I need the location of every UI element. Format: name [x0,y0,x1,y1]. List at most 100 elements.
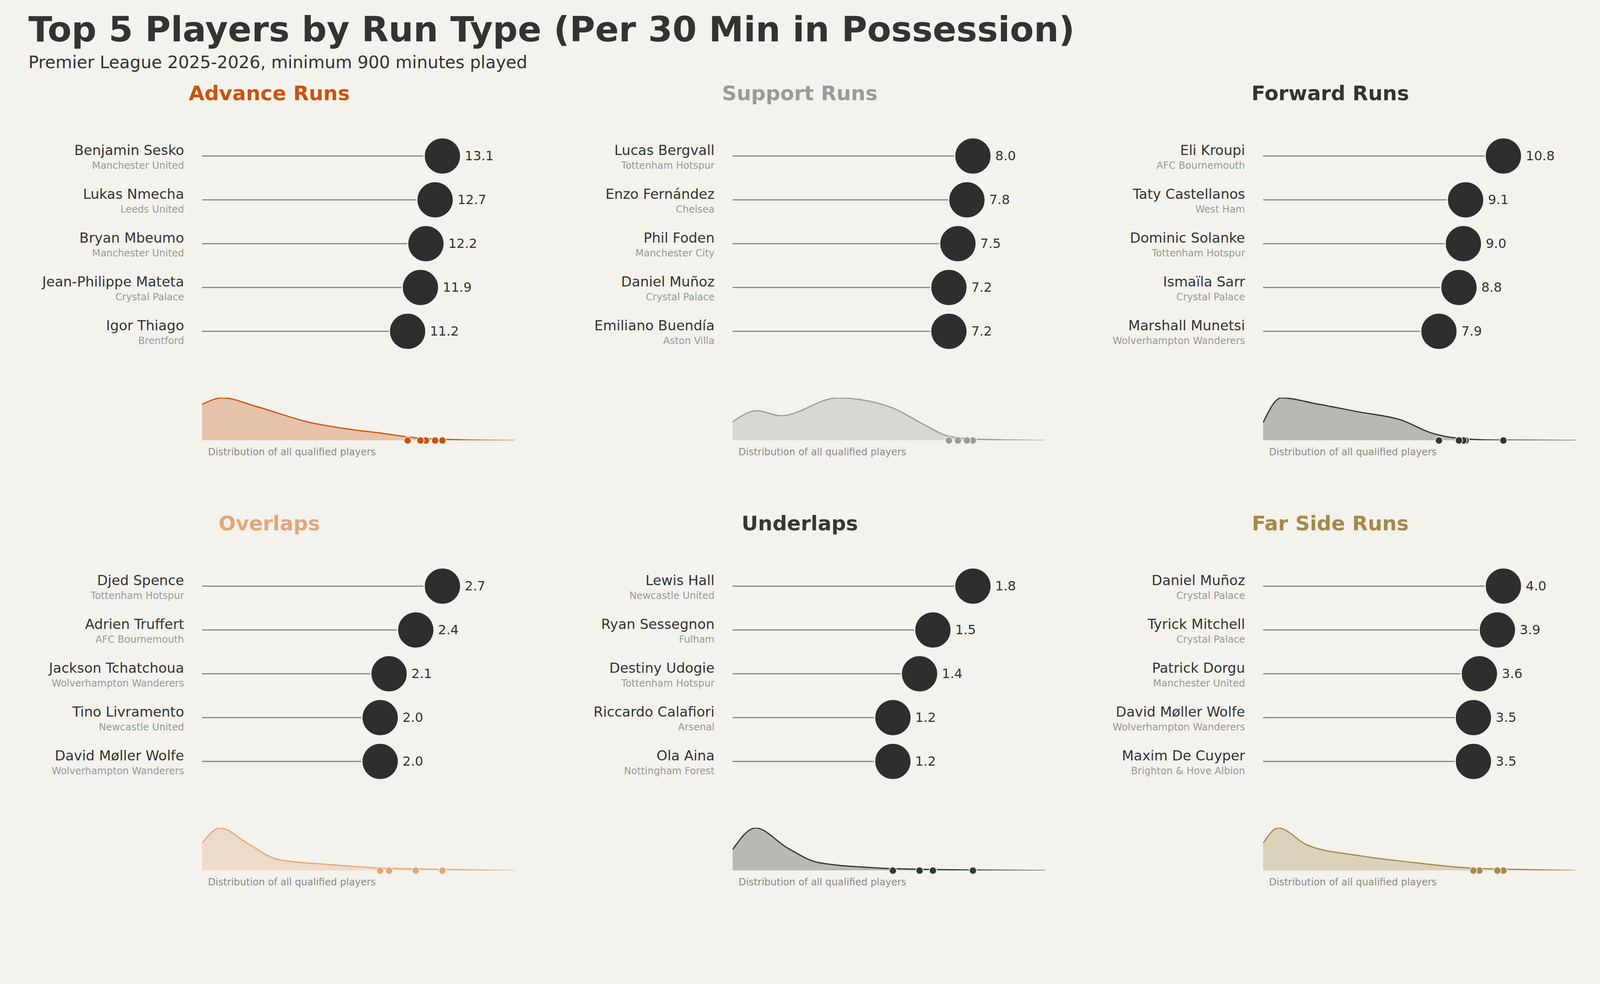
svg-text:Tyrick Mitchell: Tyrick Mitchell [1147,616,1245,633]
svg-text:Ismaïla Sarr: Ismaïla Sarr [1162,273,1245,290]
svg-text:Benjamin Sesko: Benjamin Sesko [74,142,185,159]
svg-text:Bryan Mbeumo: Bryan Mbeumo [79,229,185,246]
svg-text:1.8: 1.8 [995,578,1016,594]
svg-text:Tottenham Hotspur: Tottenham Hotspur [1151,247,1246,259]
svg-text:7.5: 7.5 [980,235,1001,252]
svg-text:Manchester City: Manchester City [635,247,715,259]
svg-text:7.2: 7.2 [971,323,992,339]
svg-text:Tottenham Hotspur: Tottenham Hotspur [621,159,715,172]
svg-text:West Ham: West Ham [1195,203,1246,216]
svg-text:Djed Spence: Djed Spence [97,572,184,589]
svg-text:2.4: 2.4 [437,622,459,638]
html-text:Support Runs: Support Runs [722,81,878,106]
svg-text:Newcastle United: Newcastle United [629,590,715,602]
svg-text:Maxim De Cuyper: Maxim De Cuyper [1121,747,1245,764]
svg-text:1.4: 1.4 [942,666,963,682]
svg-text:Wolverhampton Wanderers: Wolverhampton Wanderers [51,765,184,777]
svg-text:Leeds United: Leeds United [120,203,185,216]
svg-text:AFC Bournemouth: AFC Bournemouth [95,633,184,646]
svg-text:Manchester United: Manchester United [92,159,185,172]
svg-text:7.8: 7.8 [989,191,1010,208]
svg-text:Ryan Sessegnon: Ryan Sessegnon [601,616,715,633]
svg-text:Dominic Solanke: Dominic Solanke [1129,229,1246,246]
svg-text:Crystal Palace: Crystal Palace [1176,590,1245,602]
svg-text:1.2: 1.2 [915,753,936,770]
svg-text:Adrien Truffert: Adrien Truffert [85,616,185,633]
svg-text:Destiny Udogie: Destiny Udogie [609,659,715,677]
svg-text:Jackson Tchatchoua: Jackson Tchatchoua [48,659,185,677]
svg-text:Crystal Palace: Crystal Palace [1176,633,1245,646]
svg-text:12.2: 12.2 [448,235,477,252]
svg-text:11.9: 11.9 [442,279,472,296]
svg-text:David Møller Wolfe: David Møller Wolfe [54,747,184,764]
svg-text:13.1: 13.1 [464,148,494,164]
svg-text:3.9: 3.9 [1519,622,1541,638]
svg-text:Wolverhampton Wanderers: Wolverhampton Wanderers [1112,721,1245,734]
svg-text:Nottingham Forest: Nottingham Forest [623,765,715,777]
svg-text:11.2: 11.2 [429,323,459,339]
svg-text:2.1: 2.1 [411,666,433,682]
svg-text:Crystal Palace: Crystal Palace [115,291,184,303]
svg-text:Daniel Muñoz: Daniel Muñoz [621,273,715,290]
svg-text:Manchester United: Manchester United [92,247,185,259]
svg-text:Phil Foden: Phil Foden [643,229,715,246]
svg-text:Distribution of all qualified: Distribution of all qualified players [738,876,907,889]
svg-text:Riccardo Calafiori: Riccardo Calafiori [593,703,715,721]
svg-text:Brighton & Hove Albion: Brighton & Hove Albion [1131,765,1246,777]
svg-text:Arsenal: Arsenal [677,721,715,734]
svg-text:Tottenham Hotspur: Tottenham Hotspur [90,590,185,602]
svg-text:9.1: 9.1 [1487,191,1509,208]
svg-text:Enzo Fernández: Enzo Fernández [605,185,715,203]
svg-text:David Møller Wolfe: David Møller Wolfe [1115,703,1245,721]
svg-text:Aston Villa: Aston Villa [663,335,715,347]
svg-text:Distribution of all qualified: Distribution of all qualified players [738,446,907,458]
svg-text:3.5: 3.5 [1495,753,1517,770]
svg-text:3.6: 3.6 [1501,666,1523,682]
svg-text:7.9: 7.9 [1461,323,1482,339]
svg-text:3.5: 3.5 [1495,709,1517,726]
svg-text:1.5: 1.5 [955,622,976,638]
svg-text:12.7: 12.7 [457,191,487,208]
svg-text:Tino Livramento: Tino Livramento [71,703,184,721]
svg-text:Manchester United: Manchester United [1153,677,1246,690]
svg-text:2.0: 2.0 [402,753,424,770]
svg-text:Newcastle United: Newcastle United [98,721,184,734]
svg-text:Distribution of all qualified: Distribution of all qualified players [208,876,376,889]
svg-text:Jean-Philippe Mateta: Jean-Philippe Mateta [41,273,184,290]
svg-text:Distribution of all qualified: Distribution of all qualified players [208,446,376,458]
svg-text:Distribution of all qualified: Distribution of all qualified players [1269,446,1437,458]
svg-text:Lukas Nmecha: Lukas Nmecha [83,185,185,203]
svg-text:Crystal Palace: Crystal Palace [1176,291,1245,303]
svg-text:Brentford: Brentford [138,335,184,347]
svg-text:9.0: 9.0 [1485,235,1507,252]
svg-text:Crystal Palace: Crystal Palace [645,291,715,303]
svg-text:Wolverhampton Wanderers: Wolverhampton Wanderers [1112,335,1245,347]
html-text:Advance Runs: Advance Runs [188,81,350,106]
svg-text:Marshall Munetsi: Marshall Munetsi [1128,317,1246,334]
svg-text:8.0: 8.0 [995,148,1016,164]
svg-text:Lewis Hall: Lewis Hall [645,572,715,589]
svg-text:Wolverhampton Wanderers: Wolverhampton Wanderers [51,677,184,690]
html-text:Forward Runs: Forward Runs [1251,81,1410,106]
svg-text:2.0: 2.0 [402,709,424,726]
svg-text:1.2: 1.2 [915,709,936,726]
svg-text:Taty Castellanos: Taty Castellanos [1132,185,1246,203]
svg-text:Fulham: Fulham [679,633,715,646]
svg-text:Distribution of all qualified: Distribution of all qualified players [1269,876,1437,889]
html-text:Top 5 Players by Run Type (Per: Top 5 Players by Run Type (Per 30 Min in… [28,8,1075,50]
svg-text:Tottenham Hotspur: Tottenham Hotspur [621,677,715,690]
svg-text:Chelsea: Chelsea [675,203,715,216]
svg-text:Emiliano Buendía: Emiliano Buendía [594,317,715,334]
svg-text:Daniel Muñoz: Daniel Muñoz [1151,572,1245,589]
svg-text:Eli Kroupi: Eli Kroupi [1179,142,1245,159]
svg-text:10.8: 10.8 [1525,148,1555,164]
svg-text:8.8: 8.8 [1481,279,1502,296]
svg-text:Patrick Dorgu: Patrick Dorgu [1151,659,1245,677]
svg-text:Lucas Bergvall: Lucas Bergvall [614,142,715,159]
svg-text:AFC Bournemouth: AFC Bournemouth [1156,159,1245,172]
svg-text:2.7: 2.7 [464,578,486,594]
svg-text:Ola Aina: Ola Aina [656,747,715,764]
svg-text:4.0: 4.0 [1525,578,1547,594]
svg-text:Igor Thiago: Igor Thiago [105,317,184,334]
svg-text:7.2: 7.2 [971,279,992,296]
